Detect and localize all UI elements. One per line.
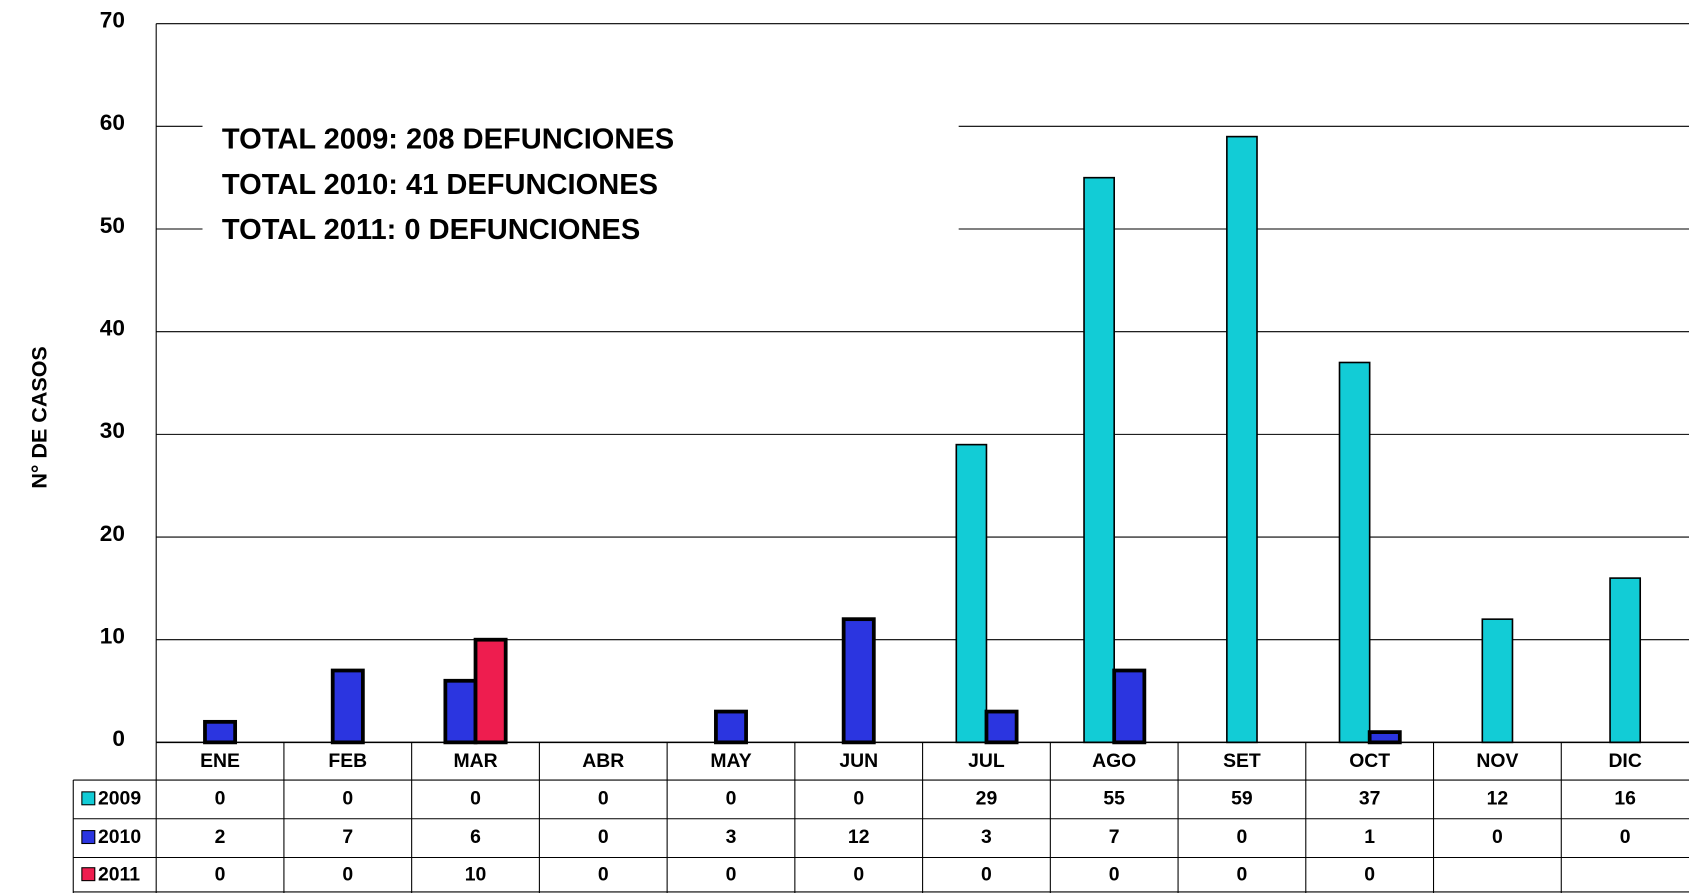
x-tick-label: AGO xyxy=(1092,750,1136,772)
legend-label: 2010 xyxy=(98,826,141,848)
legend-label: 2009 xyxy=(98,788,141,810)
bar xyxy=(1338,361,1371,744)
table-value: 0 xyxy=(853,788,864,810)
table-value: 0 xyxy=(598,826,609,848)
y-tick-label: 30 xyxy=(100,418,125,443)
x-tick-label: NOV xyxy=(1476,750,1518,772)
table-value: 29 xyxy=(976,788,998,810)
bar xyxy=(1083,176,1116,744)
x-tick-label: MAY xyxy=(710,750,751,772)
annotation: TOTAL 2011: 0 DEFUNCIONES xyxy=(222,214,640,246)
table-value: 2 xyxy=(215,826,226,848)
annotation-box xyxy=(202,116,959,262)
legend-label: 2011 xyxy=(98,863,140,885)
table-value: 3 xyxy=(726,826,737,848)
table-value: 0 xyxy=(726,863,737,885)
table-value: 0 xyxy=(853,863,864,885)
table-value: 0 xyxy=(726,788,737,810)
y-tick-label: 20 xyxy=(100,521,125,546)
table-value: 12 xyxy=(848,826,870,848)
bar xyxy=(443,678,478,745)
table-value: 16 xyxy=(1614,788,1636,810)
table-value: 3 xyxy=(981,826,992,848)
x-tick-label: FEB xyxy=(328,750,367,772)
x-tick-label: OCT xyxy=(1349,750,1390,772)
bar xyxy=(1481,618,1514,744)
bar xyxy=(1226,135,1258,744)
table-value: 7 xyxy=(342,826,353,848)
table-value: 0 xyxy=(1492,826,1503,848)
y-tick-label: 50 xyxy=(100,213,125,238)
y-tick-label: 0 xyxy=(112,726,125,751)
annotation: TOTAL 2009: 208 DEFUNCIONES xyxy=(222,124,674,156)
x-tick-label: JUN xyxy=(839,750,878,772)
x-tick-label: MAR xyxy=(453,750,497,772)
y-tick-label: 40 xyxy=(100,316,125,341)
table-value: 0 xyxy=(1237,826,1248,848)
table-value: 59 xyxy=(1231,788,1253,810)
table-value: 0 xyxy=(215,863,226,885)
table-value: 0 xyxy=(1620,826,1631,848)
table-value: 10 xyxy=(465,863,487,885)
y-tick-label: 70 xyxy=(100,7,125,32)
y-tick-label: 60 xyxy=(100,110,125,135)
table-value: 55 xyxy=(1103,788,1125,810)
bar xyxy=(841,617,876,745)
x-tick-label: JUL xyxy=(968,750,1005,772)
y-axis-label: N° DE CASOS xyxy=(28,346,52,488)
bar xyxy=(473,637,508,745)
bar xyxy=(330,668,365,745)
bar xyxy=(1367,730,1402,745)
table-value: 0 xyxy=(470,788,481,810)
x-tick-label: SET xyxy=(1223,750,1261,772)
table-value: 0 xyxy=(342,788,353,810)
bar xyxy=(1609,577,1642,744)
bar xyxy=(714,709,748,745)
table-value: 0 xyxy=(598,788,609,810)
table-value: 0 xyxy=(215,788,226,810)
table-value: 7 xyxy=(1109,826,1120,848)
table-value: 0 xyxy=(598,863,609,885)
bar xyxy=(955,443,988,744)
table-value: 0 xyxy=(1364,863,1375,885)
table-value: 0 xyxy=(981,863,992,885)
table-value: 12 xyxy=(1487,788,1509,810)
table-value: 1 xyxy=(1364,826,1375,848)
x-tick-label: ENE xyxy=(200,750,240,772)
y-tick-label: 10 xyxy=(100,624,125,649)
legend-swatch xyxy=(81,791,96,806)
table-value: 37 xyxy=(1359,788,1381,810)
legend-swatch xyxy=(81,830,96,845)
legend-swatch xyxy=(81,867,96,882)
table-value: 6 xyxy=(470,826,481,848)
table-value: 0 xyxy=(1109,863,1120,885)
bar xyxy=(984,709,1019,745)
table-value: 0 xyxy=(1237,863,1248,885)
annotation: TOTAL 2010: 41 DEFUNCIONES xyxy=(222,169,658,201)
bar xyxy=(203,719,238,745)
x-tick-label: ABR xyxy=(582,750,624,772)
bar xyxy=(1112,668,1147,745)
x-tick-label: DIC xyxy=(1608,750,1641,772)
table-value: 0 xyxy=(342,863,353,885)
